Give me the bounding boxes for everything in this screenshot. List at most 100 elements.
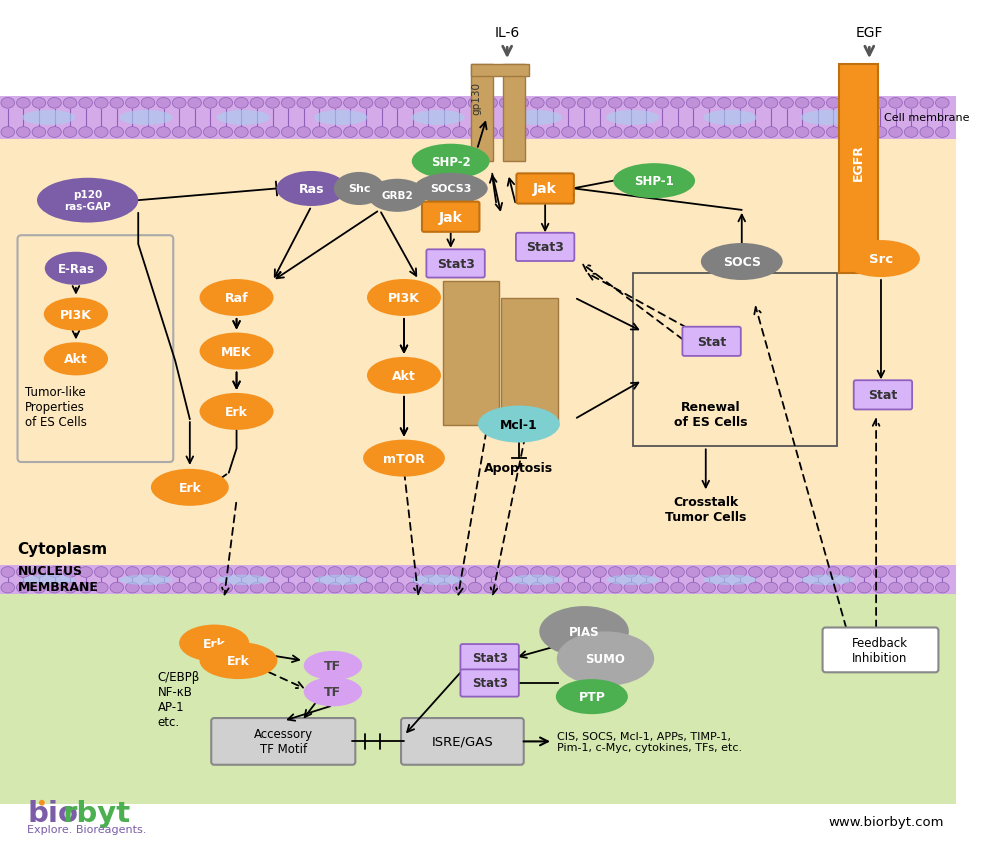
Ellipse shape (110, 583, 124, 593)
Ellipse shape (764, 127, 778, 138)
Ellipse shape (413, 174, 488, 205)
Bar (0, 97, 955, 140)
Ellipse shape (188, 583, 201, 593)
Ellipse shape (219, 567, 233, 577)
Ellipse shape (22, 575, 76, 585)
FancyBboxPatch shape (823, 628, 939, 672)
Ellipse shape (219, 583, 233, 593)
Ellipse shape (453, 583, 466, 593)
Ellipse shape (655, 98, 669, 109)
Ellipse shape (281, 567, 295, 577)
Ellipse shape (32, 567, 46, 577)
Text: SHP-1: SHP-1 (634, 175, 674, 188)
Ellipse shape (406, 567, 419, 577)
Ellipse shape (203, 98, 217, 109)
Ellipse shape (593, 98, 607, 109)
Ellipse shape (126, 127, 139, 138)
Ellipse shape (48, 127, 61, 138)
Ellipse shape (406, 127, 419, 138)
Text: SUMO: SUMO (585, 653, 626, 665)
Ellipse shape (391, 127, 404, 138)
Text: Stat3: Stat3 (471, 676, 508, 690)
Bar (632, 274, 838, 447)
Ellipse shape (671, 567, 684, 577)
Ellipse shape (45, 252, 107, 286)
Ellipse shape (936, 583, 950, 593)
Ellipse shape (421, 567, 435, 577)
Ellipse shape (250, 583, 264, 593)
Ellipse shape (827, 583, 840, 593)
Ellipse shape (702, 567, 716, 577)
Text: SOCS3: SOCS3 (430, 184, 471, 194)
Text: PI3K: PI3K (388, 292, 420, 305)
Ellipse shape (609, 583, 622, 593)
Bar (502, 299, 558, 426)
Ellipse shape (889, 127, 902, 138)
Ellipse shape (453, 567, 466, 577)
Text: rbyt: rbyt (62, 799, 131, 827)
Text: Erk: Erk (202, 637, 226, 650)
Bar (471, 65, 528, 77)
Ellipse shape (920, 583, 934, 593)
Ellipse shape (421, 127, 435, 138)
Ellipse shape (530, 567, 544, 577)
Ellipse shape (266, 583, 280, 593)
Ellipse shape (312, 567, 326, 577)
Ellipse shape (411, 144, 490, 179)
Ellipse shape (406, 98, 419, 109)
Ellipse shape (904, 127, 918, 138)
Ellipse shape (515, 98, 528, 109)
Ellipse shape (359, 98, 373, 109)
Ellipse shape (199, 334, 274, 370)
Ellipse shape (1, 127, 15, 138)
Ellipse shape (157, 127, 170, 138)
Ellipse shape (48, 567, 61, 577)
Ellipse shape (609, 98, 622, 109)
Ellipse shape (889, 98, 902, 109)
Ellipse shape (703, 575, 757, 585)
Text: PIAS: PIAS (569, 625, 599, 638)
Ellipse shape (764, 567, 778, 577)
Text: Renewal
of ES Cells: Renewal of ES Cells (674, 400, 747, 428)
Ellipse shape (509, 111, 562, 125)
Ellipse shape (437, 98, 451, 109)
Ellipse shape (312, 127, 326, 138)
Ellipse shape (363, 440, 445, 477)
Ellipse shape (126, 583, 139, 593)
FancyBboxPatch shape (853, 380, 912, 410)
Ellipse shape (539, 606, 628, 657)
Ellipse shape (827, 127, 840, 138)
Ellipse shape (110, 127, 124, 138)
Ellipse shape (795, 567, 809, 577)
Ellipse shape (515, 127, 528, 138)
Ellipse shape (703, 111, 757, 125)
Ellipse shape (1, 583, 15, 593)
Ellipse shape (556, 679, 627, 714)
Ellipse shape (217, 111, 270, 125)
Ellipse shape (733, 567, 746, 577)
Ellipse shape (79, 127, 92, 138)
Text: bio: bio (27, 799, 79, 827)
Ellipse shape (312, 583, 326, 593)
Ellipse shape (827, 98, 840, 109)
Ellipse shape (733, 583, 746, 593)
Ellipse shape (842, 583, 855, 593)
Text: E-Ras: E-Ras (57, 263, 94, 276)
Ellipse shape (188, 567, 201, 577)
Ellipse shape (920, 127, 934, 138)
Text: Stat3: Stat3 (437, 258, 474, 270)
FancyBboxPatch shape (422, 202, 479, 233)
Ellipse shape (303, 677, 362, 706)
Ellipse shape (391, 98, 404, 109)
Ellipse shape (94, 567, 108, 577)
Ellipse shape (593, 127, 607, 138)
Ellipse shape (375, 98, 389, 109)
Ellipse shape (63, 567, 77, 577)
Ellipse shape (655, 567, 669, 577)
Ellipse shape (827, 567, 840, 577)
Ellipse shape (17, 567, 30, 577)
Ellipse shape (344, 583, 357, 593)
Ellipse shape (686, 98, 700, 109)
Ellipse shape (764, 583, 778, 593)
Ellipse shape (172, 127, 186, 138)
